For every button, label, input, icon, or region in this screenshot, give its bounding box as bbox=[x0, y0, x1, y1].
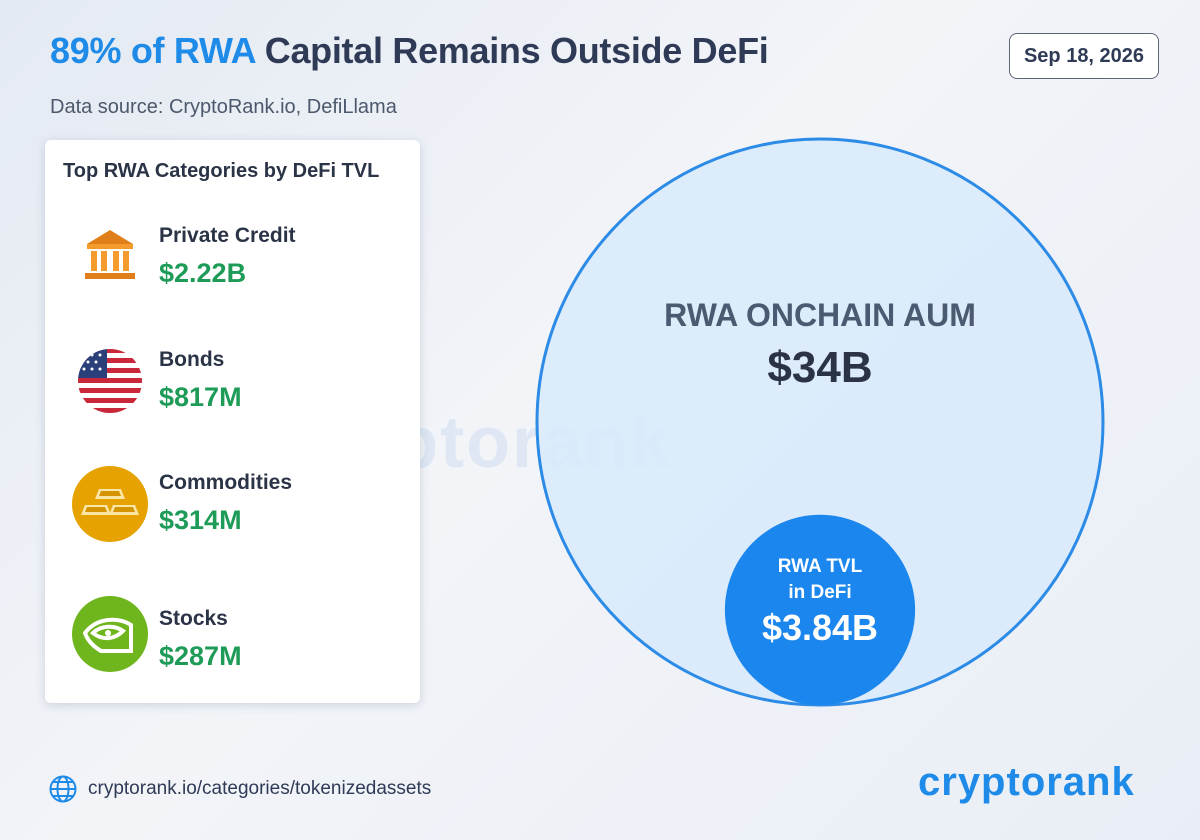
chart-title: 89% of RWA Capital Remains Outside DeFi bbox=[50, 30, 769, 72]
inner-bubble-label-line1: RWA TVL bbox=[778, 556, 863, 577]
category-stocks: Stocks $287M bbox=[45, 596, 420, 687]
date-badge: Sep 18, 2026 bbox=[1009, 33, 1159, 79]
bank-icon bbox=[77, 224, 143, 290]
category-value: $314M bbox=[159, 505, 242, 535]
data-source: Data source: CryptoRank.io, DefiLlama bbox=[50, 96, 397, 118]
footer-url: cryptorank.io/categories/tokenizedassets bbox=[88, 778, 432, 799]
category-value: $817M bbox=[159, 382, 242, 412]
category-name: Stocks bbox=[159, 607, 228, 630]
category-value: $2.22B bbox=[159, 258, 247, 288]
category-private-credit: Private Credit $2.22B bbox=[45, 224, 420, 304]
inner-bubble-value: $3.84B bbox=[762, 607, 878, 648]
category-name: Private Credit bbox=[159, 224, 296, 247]
brand-logo: cryptorank bbox=[918, 760, 1135, 804]
categories-panel: Top RWA Categories by DeFi TVL Private C… bbox=[45, 140, 420, 703]
inner-bubble-label-line2: in DeFi bbox=[788, 582, 851, 603]
inner-bubble bbox=[724, 514, 916, 706]
outer-bubble-label: RWA ONCHAIN AUM bbox=[664, 297, 976, 333]
category-name: Bonds bbox=[159, 348, 225, 371]
category-bonds: Bonds $817M bbox=[45, 348, 420, 428]
us-flag-icon bbox=[77, 348, 143, 414]
title-rest: Capital Remains Outside DeFi bbox=[255, 30, 769, 71]
outer-bubble-value: $34B bbox=[767, 343, 872, 392]
category-name: Commodities bbox=[159, 471, 293, 494]
globe-icon bbox=[49, 775, 77, 803]
category-value: $287M bbox=[159, 641, 242, 671]
gold-bars-icon bbox=[71, 465, 149, 543]
footer-link[interactable]: cryptorank.io/categories/tokenizedassets bbox=[48, 774, 431, 804]
title-highlight: 89% of RWA bbox=[50, 30, 256, 71]
panel-title: Top RWA Categories by DeFi TVL bbox=[63, 160, 380, 182]
nvidia-logo-icon bbox=[71, 595, 149, 673]
category-commodities: Commodities $314M bbox=[45, 466, 420, 551]
